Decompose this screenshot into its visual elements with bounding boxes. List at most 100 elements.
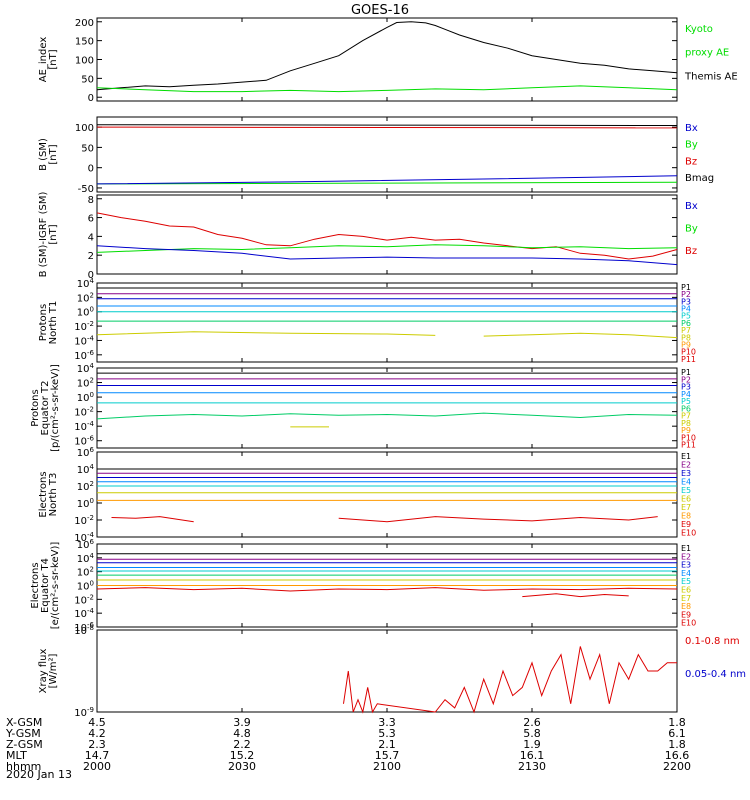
legend-item: E8 xyxy=(681,602,691,611)
x-tick-value: 2130 xyxy=(518,760,546,773)
legend-item: P2 xyxy=(681,290,691,299)
series-bz xyxy=(96,126,678,129)
series-e9 xyxy=(96,587,678,592)
legend-item: E9 xyxy=(681,520,691,529)
y-tick-label: 10-2 xyxy=(74,406,94,419)
y-tick-label: 50 xyxy=(81,143,94,154)
legend-item: Bx xyxy=(685,201,698,212)
x-tick-value: 2.2 xyxy=(233,738,251,751)
legend-item: Bx xyxy=(685,123,698,134)
y-axis-label: Protons xyxy=(30,389,41,426)
panel-xray: 10-8 10-9 Xray flux [W/m²] 0.1-0.8 nm 0.05-0.… xyxy=(38,624,746,719)
legend-item: E7 xyxy=(681,594,691,603)
x-tick-value: 15.7 xyxy=(375,749,400,762)
series-kyoto-proxy-ae xyxy=(96,85,678,93)
y-axis-label: Electrons xyxy=(38,471,49,517)
legend-item: P5 xyxy=(681,397,691,406)
y-tick-label: 100 xyxy=(75,56,94,67)
y-tick-label: 10-6 xyxy=(74,349,94,362)
legend-item: P3 xyxy=(681,297,691,306)
y-tick-label: 4 xyxy=(88,232,94,243)
y-tick-label: 2 xyxy=(88,251,94,262)
x-tick-value: 4.8 xyxy=(233,727,251,740)
y-axis-label: [nT] xyxy=(48,224,59,244)
panel-frame xyxy=(96,451,678,538)
legend-item: E4 xyxy=(681,478,691,487)
y-axis-label: Equator T2 xyxy=(40,381,51,436)
x-tick-value: 2030 xyxy=(228,760,256,773)
series-themis-ae xyxy=(96,21,678,91)
panel-frame xyxy=(96,17,678,102)
y-axis-label: [e/(cm²-s-sr-keV)] xyxy=(50,542,61,630)
x-tick-value: 2.6 xyxy=(523,716,541,729)
legend-item: P1 xyxy=(681,368,691,377)
legend-item: By xyxy=(685,224,698,235)
legend-item: E1 xyxy=(681,544,691,553)
panel-frame xyxy=(96,367,678,449)
y-tick-label: 100 xyxy=(77,497,94,510)
series-by xyxy=(96,181,678,185)
legend-item: E3 xyxy=(681,561,691,570)
y-tick-label: 100 xyxy=(77,580,94,593)
legend-item: E6 xyxy=(681,495,691,504)
y-tick-label: 102 xyxy=(77,291,94,304)
series-bx xyxy=(96,245,678,266)
x-tick-value: 16.6 xyxy=(665,749,690,762)
panel-bsm: -50 0 50 100 B (SM) [nT] Bx By Bz Bmag xyxy=(38,116,714,195)
legend-item: E8 xyxy=(681,512,691,521)
series-0.1-0.8-nm xyxy=(343,646,677,714)
x-tick-value: 15.2 xyxy=(230,749,255,762)
legend-item: Bz xyxy=(685,156,697,167)
legend-item: proxy AE xyxy=(685,48,729,59)
legend-item: P7 xyxy=(681,326,691,335)
x-row-label: Y-GSM xyxy=(5,727,41,740)
x-tick-value: 3.9 xyxy=(233,716,251,729)
y-tick-label: 50 xyxy=(81,74,94,85)
legend-item: E10 xyxy=(681,529,696,538)
x-tick-value: 2.1 xyxy=(378,738,396,751)
y-tick-label: 106 xyxy=(77,538,95,551)
legend-item: P8 xyxy=(681,333,691,342)
y-tick-label: 200 xyxy=(75,18,94,29)
x-row-label: Z-GSM xyxy=(6,738,43,751)
x-tick-value: 2.3 xyxy=(88,738,106,751)
panel-bdiff: 0 2 4 6 8 B (SM)-IGRF (SM) [nT] Bx By Bz xyxy=(38,192,698,281)
y-tick-label: 8 xyxy=(88,195,94,206)
y-tick-label: 106 xyxy=(77,446,95,459)
x-tick-value: 4.5 xyxy=(88,716,106,729)
legend-item: P8 xyxy=(681,419,691,428)
legend-item: E5 xyxy=(681,577,691,586)
legend-item: E6 xyxy=(681,586,691,595)
x-row-label: X-GSM xyxy=(6,716,42,729)
x-row-label: hhmm xyxy=(6,760,41,773)
y-axis-label: Electrons xyxy=(30,562,41,608)
y-tick-label: 104 xyxy=(77,277,95,290)
legend-item: P7 xyxy=(681,412,691,421)
legend-item: Bz xyxy=(685,246,697,257)
y-tick-label: 0 xyxy=(88,164,94,175)
x-tick-value: 1.8 xyxy=(668,716,686,729)
legend-item: P10 xyxy=(681,348,696,357)
y-tick-label: 10-2 xyxy=(74,514,94,527)
panel-frame xyxy=(96,282,678,363)
panel-frame xyxy=(96,194,678,275)
y-tick-label: 104 xyxy=(77,463,95,476)
chart-title: GOES-16 xyxy=(351,3,409,18)
y-tick-label: 10-4 xyxy=(74,420,94,433)
legend-item: E7 xyxy=(681,503,691,512)
legend-item: E5 xyxy=(681,486,691,495)
y-tick-label: 150 xyxy=(75,37,94,48)
y-axis-label: [W/m²] xyxy=(48,653,59,688)
legend-item: P11 xyxy=(681,441,696,450)
y-axis-label: Xray flux xyxy=(38,649,49,694)
x-tick-value: 14.7 xyxy=(85,749,110,762)
y-tick-label: 104 xyxy=(77,552,95,565)
y-tick-label: 102 xyxy=(77,566,94,579)
legend-item: P1 xyxy=(681,283,691,292)
legend-item: P9 xyxy=(681,426,691,435)
y-axis-label: North T1 xyxy=(48,301,59,345)
